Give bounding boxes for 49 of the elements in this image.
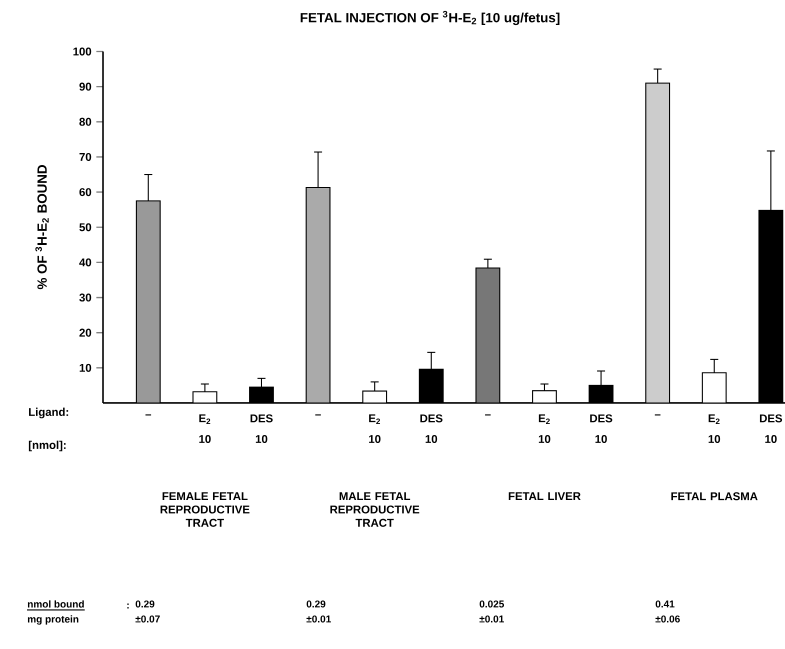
x-tick-label: DES: [250, 414, 273, 422]
y-tick-label: 20: [79, 328, 92, 337]
y-tick-label: 10: [80, 364, 92, 372]
text: 10: [708, 434, 720, 443]
y-axis-title: % OF $^{3}$H-E$_{2}$ BOUND: [35, 165, 49, 290]
chart-title: FETAL INJECTION OF $^{3}$H-E$_{2}$ [10 ug/fetus]: [300, 10, 560, 26]
text: [nmol]:: [28, 440, 66, 452]
text: FETAL PLASMA: [671, 492, 758, 500]
y-tick-label: 70: [80, 152, 92, 161]
y-tick-label: 80: [79, 118, 92, 126]
text: :: [127, 603, 129, 609]
text: Ligand:: [29, 408, 68, 418]
x-tick-label: –: [485, 414, 491, 416]
text: MALE FETAL REPRODUCTIVE TRACT: [330, 492, 420, 527]
text: 10: [595, 434, 607, 443]
text: mg protein: [28, 615, 78, 625]
text: ±0.01: [480, 615, 504, 623]
text: 10: [369, 434, 381, 443]
text: 10: [256, 434, 268, 443]
text: ±0.06: [656, 615, 680, 623]
x-tick-label: –: [315, 414, 321, 416]
text: ±0.01: [306, 615, 331, 623]
text: ±0.07: [136, 615, 160, 623]
y-tick-label: 40: [79, 258, 92, 266]
x-tick-label: E$_{2}$: [538, 414, 550, 424]
y-tick-label: 100: [73, 47, 92, 56]
text: nmol bound: [28, 600, 84, 608]
x-tick-label: –: [145, 414, 152, 416]
y-tick-label: 60: [79, 188, 92, 196]
y-tick-label: 30: [79, 294, 92, 302]
text: FETAL LIVER: [508, 492, 581, 500]
text: 0.29: [136, 600, 154, 608]
text: FEMALE FETAL REPRODUCTIVE TRACT: [160, 492, 250, 527]
text: 0.41: [656, 600, 674, 608]
y-tick-label: 90: [79, 82, 92, 91]
x-tick-label: –: [654, 414, 660, 416]
x-tick-label: E$_{2}$: [199, 414, 210, 424]
text: 0.29: [306, 600, 326, 608]
x-tick-label: DES: [760, 414, 782, 422]
y-tick-label: 50: [79, 223, 92, 232]
text: 10: [765, 434, 777, 443]
text: 10: [199, 434, 211, 443]
text: 10: [538, 434, 550, 443]
text: 0.025: [480, 600, 504, 608]
x-tick-label: E$_{2}$: [708, 414, 720, 424]
x-tick-label: E$_{2}$: [369, 414, 380, 424]
x-tick-label: DES: [420, 414, 442, 422]
x-tick-label: DES: [590, 414, 612, 422]
text: 10: [426, 434, 438, 443]
